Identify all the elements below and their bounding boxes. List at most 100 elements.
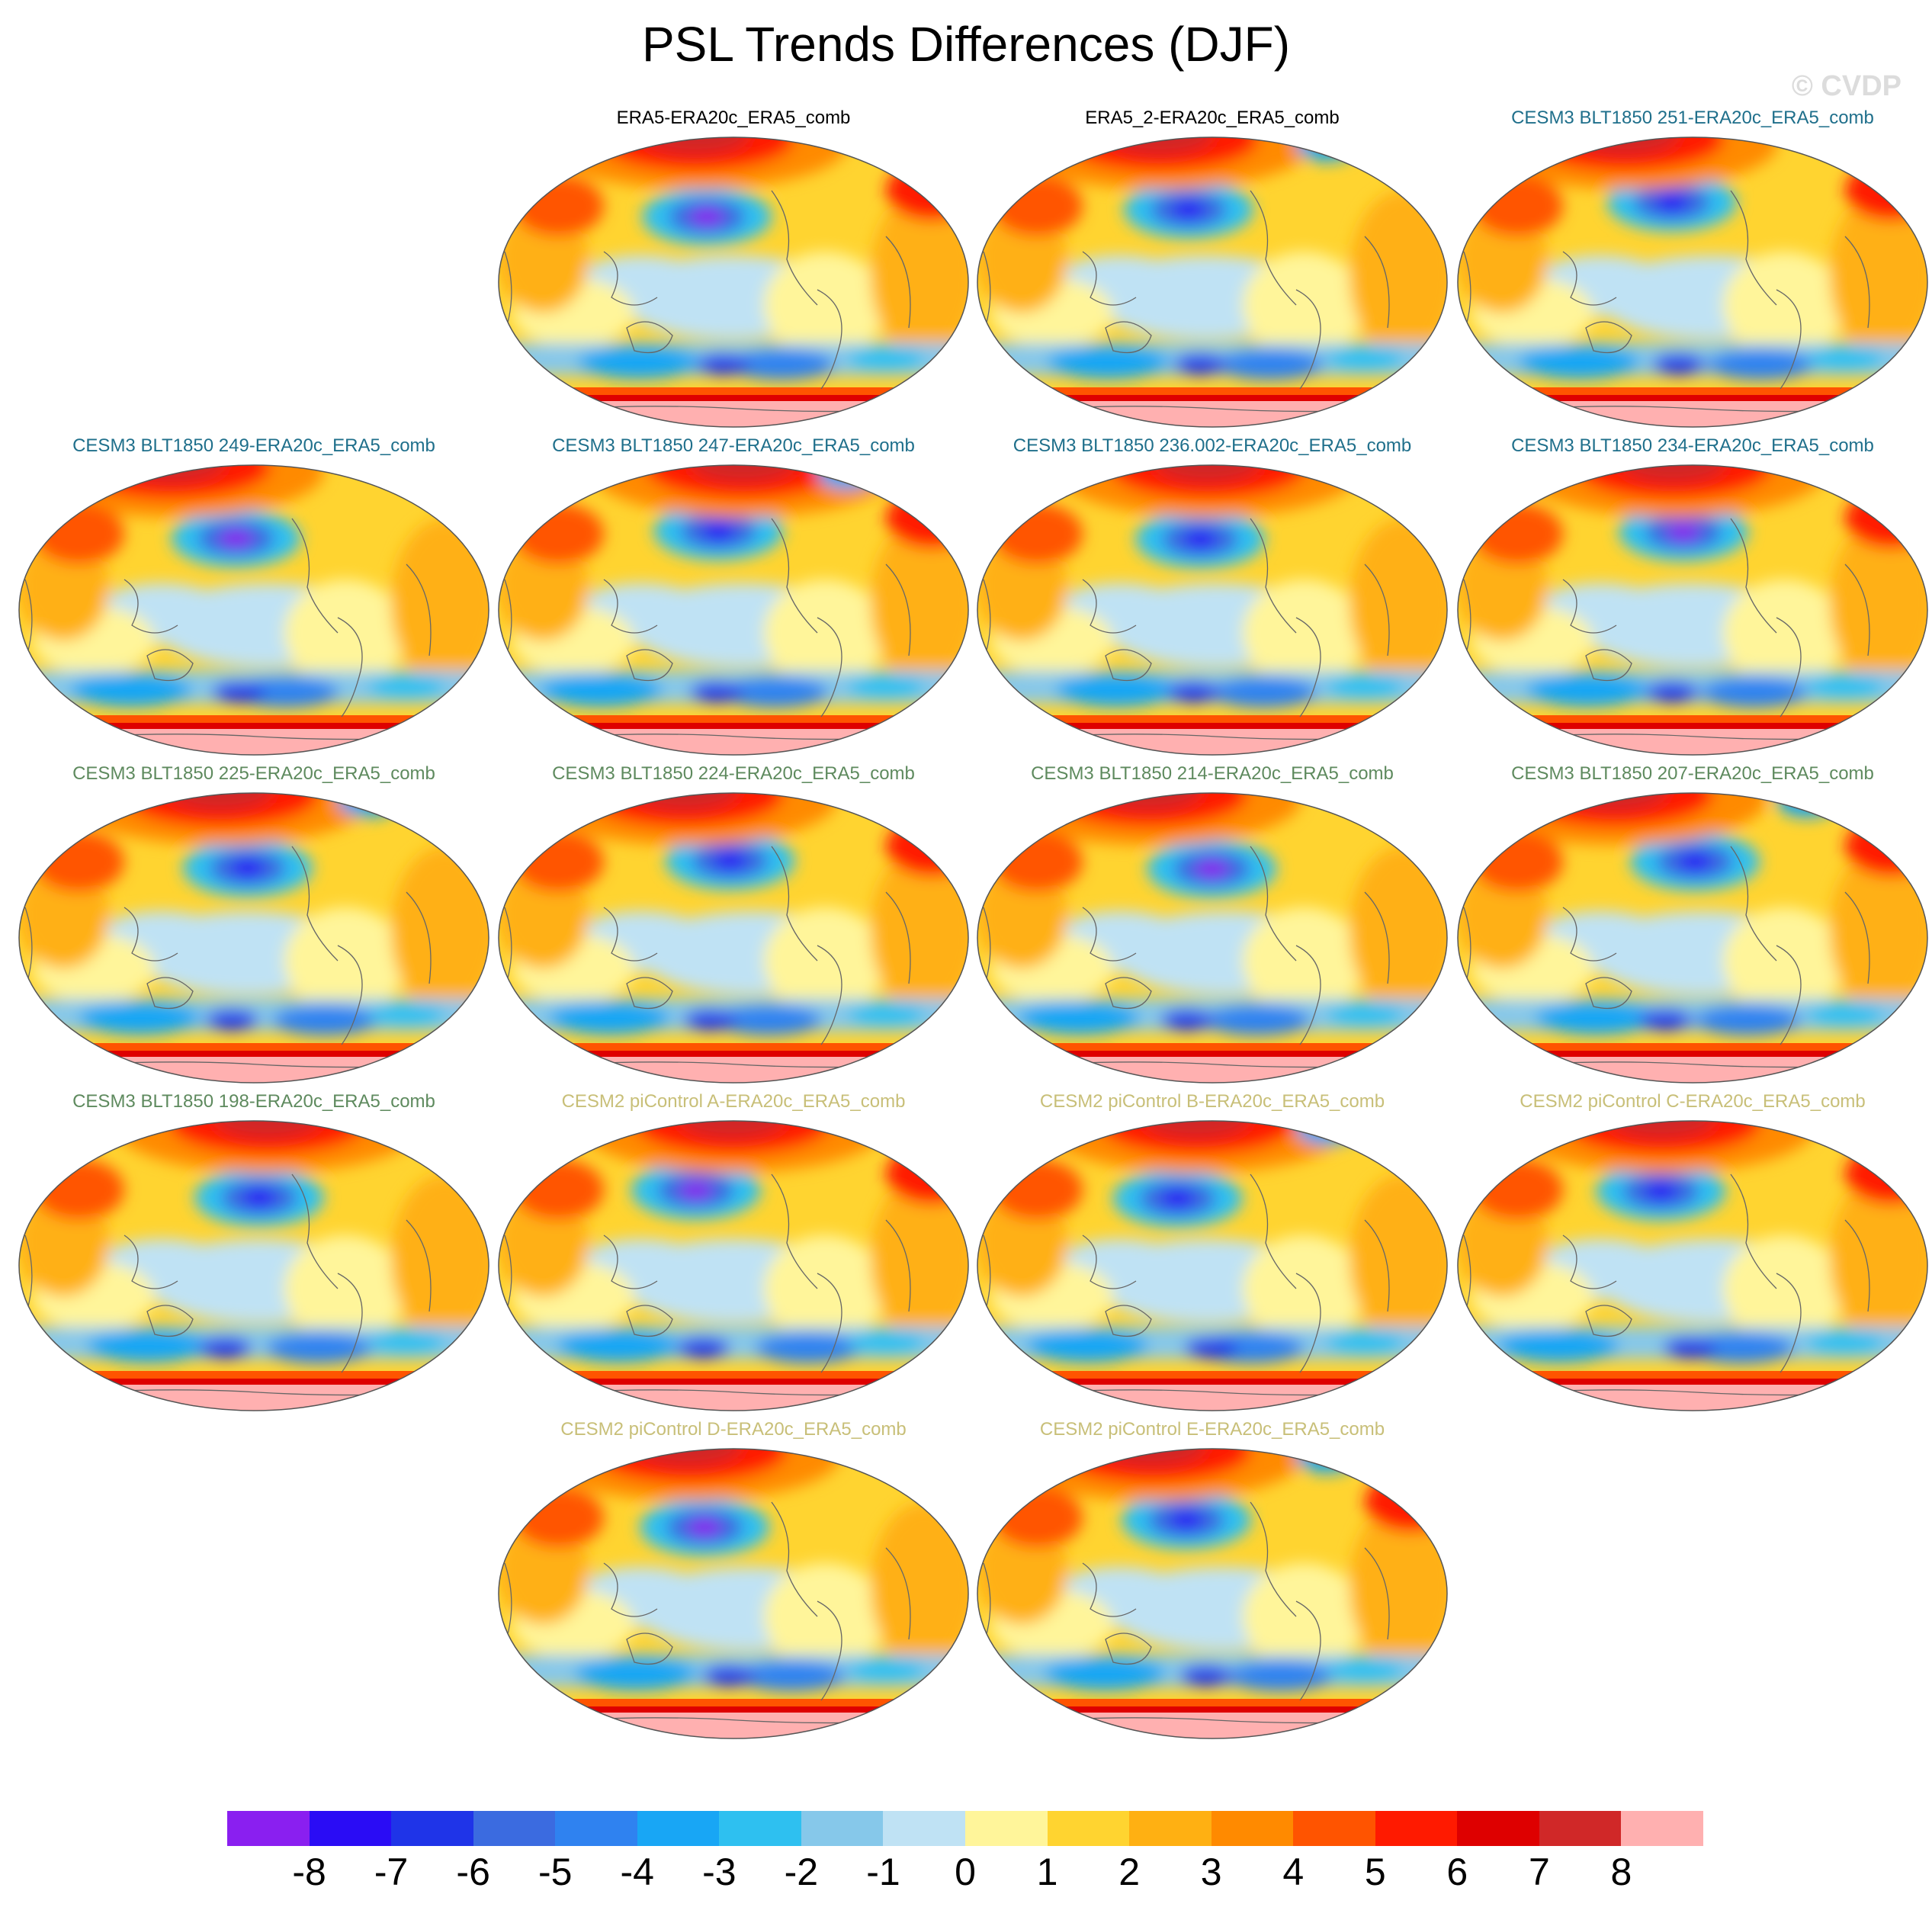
- field-blob: [1652, 354, 1706, 375]
- map-panel: CESM3 BLT1850 251-ERA20c_ERA5_comb: [1452, 107, 1932, 435]
- field-blob: [265, 1333, 372, 1363]
- coastline: [817, 617, 842, 718]
- map-border: [977, 464, 1448, 756]
- coastline: [885, 1219, 911, 1312]
- field-blob: [764, 579, 886, 686]
- field-blob: [512, 831, 604, 892]
- panel-title: CESM3 BLT1850 207-ERA20c_ERA5_comb: [1511, 763, 1874, 784]
- coastline: [1250, 846, 1297, 962]
- field-blob: [1776, 793, 1837, 817]
- field-blob: [557, 1329, 679, 1363]
- field-blob: [1830, 1174, 1927, 1342]
- field-band: [19, 723, 489, 730]
- field-band: [1458, 1057, 1927, 1083]
- map-border: [18, 792, 489, 1084]
- field-blob: [871, 1174, 968, 1342]
- field-blob: [1327, 1002, 1403, 1026]
- coastline: [603, 907, 658, 962]
- coastline: [124, 579, 178, 634]
- robinson-map: [1457, 136, 1928, 428]
- field-blob: [219, 528, 253, 547]
- field-band: [19, 1051, 489, 1058]
- robinson-map: [977, 136, 1448, 428]
- robinson-map: [498, 464, 969, 756]
- field-blob: [1645, 682, 1699, 703]
- field-blob: [1179, 1665, 1233, 1687]
- field-blob: [232, 677, 339, 708]
- field-band: [19, 729, 489, 755]
- colorbar-tick-label: 0: [955, 1851, 976, 1893]
- coastline: [1585, 1305, 1632, 1337]
- coastline: [1730, 1173, 1777, 1289]
- coastline: [1585, 977, 1632, 1010]
- panel-title: CESM3 BLT1850 247-ERA20c_ERA5_comb: [552, 435, 915, 456]
- field-blob: [701, 522, 736, 541]
- map-border: [1457, 1120, 1928, 1411]
- coastline: [603, 251, 658, 306]
- field-band: [977, 1051, 1447, 1058]
- map-panel: CESM3 BLT1850 225-ERA20c_ERA5_comb: [14, 762, 494, 1090]
- field-blob: [1216, 349, 1324, 380]
- panel-title: CESM3 BLT1850 214-ERA20c_ERA5_comb: [1031, 763, 1394, 784]
- field-blob: [848, 1658, 924, 1682]
- map-border: [977, 1120, 1448, 1411]
- colorbar-box: [1129, 1811, 1212, 1846]
- coastline: [406, 891, 432, 984]
- colorbar-tick-label: 5: [1364, 1851, 1386, 1893]
- coastline: [771, 1501, 818, 1617]
- field-blob: [1171, 200, 1205, 219]
- panel-title: CESM3 BLT1850 236.002-ERA20c_ERA5_comb: [1013, 435, 1412, 456]
- map-border: [18, 464, 489, 756]
- field-band: [499, 1051, 968, 1058]
- field-blob: [991, 1159, 1083, 1220]
- coastline: [626, 321, 673, 354]
- field-blob: [871, 191, 968, 358]
- field-blob: [1535, 1001, 1658, 1035]
- coastline: [1730, 518, 1777, 634]
- field-blob: [1471, 175, 1563, 236]
- coastline: [1364, 1219, 1390, 1312]
- coastline: [1730, 846, 1777, 962]
- field-blob: [1807, 674, 1883, 698]
- map-border: [1457, 464, 1928, 756]
- colorbar-box: [309, 1811, 392, 1846]
- field-blob: [1243, 1563, 1365, 1670]
- map-border: [498, 792, 969, 1084]
- coastline: [291, 518, 339, 634]
- coastline: [124, 907, 178, 962]
- panel-title: CESM2 piControl B-ERA20c_ERA5_comb: [1039, 1091, 1385, 1112]
- field-band: [19, 1385, 489, 1411]
- panel-title: CESM3 BLT1850 234-ERA20c_ERA5_comb: [1511, 435, 1874, 456]
- map-panel: ERA5_2-ERA20c_ERA5_comb: [972, 107, 1452, 435]
- coastline: [1105, 1305, 1152, 1337]
- field-band: [977, 1057, 1447, 1083]
- panel-title: CESM2 piControl C-ERA20c_ERA5_comb: [1520, 1091, 1866, 1112]
- field-blob: [1204, 1005, 1311, 1035]
- colorbar-tick-label: 6: [1446, 1851, 1468, 1893]
- coastline: [771, 846, 818, 962]
- field-blob: [1365, 1472, 1447, 1533]
- coastline: [1082, 1234, 1137, 1289]
- coastline: [146, 649, 194, 682]
- field-blob: [764, 252, 886, 358]
- field-blob: [1609, 1121, 1716, 1138]
- field-band: [1458, 401, 1927, 427]
- field-band: [1458, 1051, 1927, 1058]
- field-blob: [871, 846, 968, 1014]
- map-panel: CESM3 BLT1850 198-ERA20c_ERA5_comb: [14, 1090, 494, 1418]
- coastline: [1364, 563, 1390, 657]
- map-panel: CESM3 BLT1850 214-ERA20c_ERA5_comb: [972, 762, 1452, 1090]
- coastline: [626, 977, 673, 1010]
- coastline: [1585, 649, 1632, 682]
- field-blob: [284, 579, 406, 686]
- field-blob: [1055, 673, 1178, 707]
- coastline: [1105, 649, 1152, 682]
- colorbar-box: [1539, 1811, 1622, 1846]
- robinson-map: [1457, 1120, 1928, 1411]
- colorbar-box: [1293, 1811, 1376, 1846]
- coastline: [817, 289, 842, 390]
- field-blob: [848, 1330, 924, 1354]
- colorbar-box: [637, 1811, 720, 1846]
- coastline: [1105, 977, 1152, 1010]
- field-blob: [1160, 1010, 1214, 1031]
